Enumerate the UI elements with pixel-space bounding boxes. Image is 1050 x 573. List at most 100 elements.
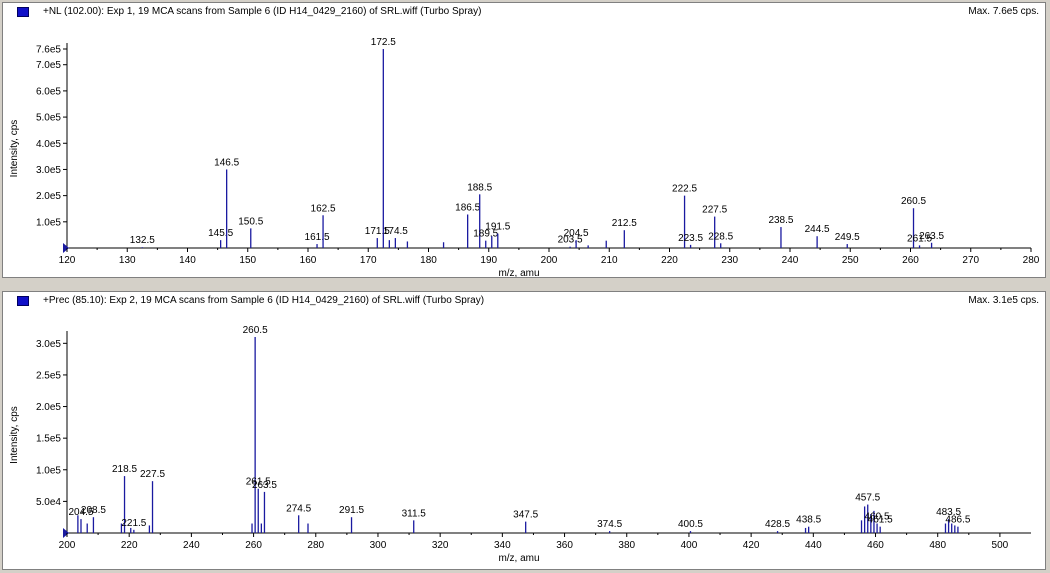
x-tick-label: 200	[59, 540, 76, 551]
peak-label: 204.5	[68, 507, 93, 518]
peak-label: 212.5	[612, 218, 637, 229]
peak-label: 428.5	[765, 519, 790, 530]
x-tick-label: 480	[929, 540, 946, 551]
baseline-marker-icon	[63, 243, 69, 253]
y-tick-label: 2.5e5	[36, 370, 61, 381]
peak-label: 162.5	[311, 203, 336, 214]
peak-label: 400.5	[678, 519, 703, 530]
x-tick-label: 420	[743, 540, 760, 551]
x-tick-label: 240	[782, 255, 799, 266]
pane-title: +Prec (85.10): Exp 2, 19 MCA scans from …	[43, 295, 485, 306]
peak-label: 457.5	[855, 493, 880, 504]
x-tick-label: 240	[183, 540, 200, 551]
y-tick-label: 7.6e5	[36, 45, 61, 56]
peak-label: 146.5	[214, 157, 239, 168]
pane-header: +Prec (85.10): Exp 2, 19 MCA scans from …	[3, 292, 1045, 310]
y-tick-label: 1.5e5	[36, 434, 61, 445]
x-tick-label: 150	[239, 255, 256, 266]
x-tick-label: 130	[119, 255, 136, 266]
x-tick-label: 260	[902, 255, 919, 266]
peak-label: 261.5	[246, 477, 271, 488]
peak-label: 228.5	[708, 231, 733, 242]
x-tick-label: 220	[661, 255, 678, 266]
y-tick-label: 3.0e5	[36, 165, 61, 176]
spectrum-pane-nl[interactable]: +NL (102.00): Exp 1, 19 MCA scans from S…	[2, 2, 1046, 278]
pane-header: +NL (102.00): Exp 1, 19 MCA scans from S…	[3, 3, 1045, 21]
peak-label: 291.5	[339, 505, 364, 516]
peak-label: 172.5	[371, 37, 396, 48]
peak-label: 189.5	[473, 229, 498, 240]
x-tick-label: 400	[681, 540, 698, 551]
x-tick-label: 460	[867, 540, 884, 551]
peak-label: 204.5	[564, 228, 589, 239]
baseline-marker-icon	[63, 528, 69, 538]
y-tick-label: 7.0e5	[36, 60, 61, 71]
spectrum-trace-icon[interactable]	[17, 7, 29, 17]
peak-label: 238.5	[768, 215, 793, 226]
x-tick-label: 140	[179, 255, 196, 266]
spectrum-plot-nl[interactable]: 120 130 140 150 160 170 180 190 200 210 220 230 240 2…	[3, 3, 1045, 277]
x-tick-label: 220	[121, 540, 138, 551]
peak-label: 244.5	[805, 224, 830, 235]
peak-label: 227.5	[702, 205, 727, 216]
x-tick-label: 180	[420, 255, 437, 266]
peak-label: 132.5	[130, 235, 155, 246]
x-tick-label: 190	[480, 255, 497, 266]
pane-max-intensity: Max. 3.1e5 cps.	[968, 295, 1039, 306]
y-tick-label: 5.0e4	[36, 497, 61, 508]
x-tick-label: 280	[307, 540, 324, 551]
peak-label: 438.5	[796, 515, 821, 526]
x-tick-label: 260	[245, 540, 262, 551]
x-tick-label: 440	[805, 540, 822, 551]
x-tick-label: 380	[618, 540, 635, 551]
peak-label: 263.5	[252, 480, 277, 491]
y-tick-label: 2.0e5	[36, 402, 61, 413]
x-tick-label: 250	[842, 255, 859, 266]
peak-label: 203.5	[558, 235, 583, 246]
peak-label: 227.5	[140, 469, 165, 480]
x-tick-label: 200	[541, 255, 558, 266]
peak-label: 161.5	[305, 232, 330, 243]
peak-label: 486.5	[945, 515, 970, 526]
peak-label: 174.5	[383, 226, 408, 237]
spectrum-pane-prec[interactable]: +Prec (85.10): Exp 2, 19 MCA scans from …	[2, 291, 1046, 570]
peak-label: 223.5	[678, 233, 703, 244]
peak-label: 347.5	[513, 510, 538, 521]
y-axis-title: Intensity, cps	[9, 120, 20, 178]
x-tick-label: 300	[370, 540, 387, 551]
peak-label: 191.5	[485, 222, 510, 233]
peak-label: 260.5	[901, 196, 926, 207]
peak-label: 171.5	[365, 226, 390, 237]
peak-label: 483.5	[936, 507, 961, 518]
peak-label: 186.5	[455, 202, 480, 213]
pane-title: +NL (102.00): Exp 1, 19 MCA scans from S…	[43, 6, 482, 17]
x-tick-label: 340	[494, 540, 511, 551]
x-tick-label: 210	[601, 255, 618, 266]
peak-label: 460.5	[865, 512, 890, 523]
x-axis-title: m/z, amu	[498, 553, 539, 564]
y-tick-label: 4.0e5	[36, 139, 61, 150]
peak-label: 145.5	[208, 228, 233, 239]
x-tick-label: 160	[300, 255, 317, 266]
peak-label: 249.5	[835, 232, 860, 243]
peak-label: 374.5	[597, 519, 622, 530]
y-tick-label: 1.0e5	[36, 217, 61, 228]
x-tick-label: 230	[721, 255, 738, 266]
y-axis-title: Intensity, cps	[9, 406, 20, 464]
y-tick-label: 3.0e5	[36, 339, 61, 350]
spectrum-plot-prec[interactable]: 200 220 240 260 280 300 320 340 360 380 400 420 440 4…	[3, 292, 1045, 569]
peak-label: 188.5	[467, 182, 492, 193]
x-tick-label: 270	[962, 255, 979, 266]
x-axis-title: m/z, amu	[498, 268, 539, 277]
peak-label: 221.5	[121, 518, 146, 529]
spectrum-trace-icon[interactable]	[17, 296, 29, 306]
peak-label: 263.5	[919, 231, 944, 242]
y-tick-label: 6.0e5	[36, 86, 61, 97]
x-tick-label: 360	[556, 540, 573, 551]
peak-label: 208.5	[81, 505, 106, 516]
x-tick-label: 320	[432, 540, 449, 551]
peak-label: 461.5	[868, 515, 893, 526]
x-tick-label: 500	[992, 540, 1009, 551]
y-tick-label: 1.0e5	[36, 465, 61, 476]
peak-label: 222.5	[672, 184, 697, 195]
